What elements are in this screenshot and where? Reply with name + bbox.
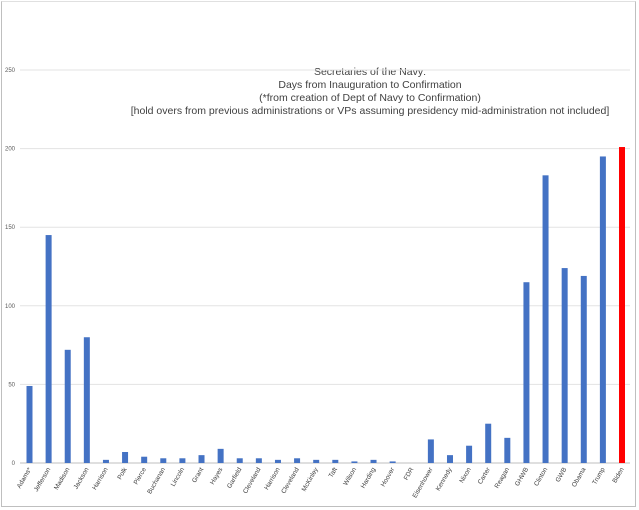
chart-title: Secretaries of the Navy: Days from Inaug… (130, 66, 610, 118)
bar (351, 461, 358, 463)
bar (64, 349, 71, 463)
x-tick-label: Kennedy (435, 466, 454, 492)
bar (274, 459, 281, 463)
bar (619, 147, 625, 463)
bar (485, 423, 492, 463)
bar (236, 458, 243, 463)
y-tick-label: 250 (5, 68, 16, 74)
x-tick-label: Buchanan (146, 466, 167, 495)
bar (83, 337, 90, 463)
x-tick-label: Adams* (16, 466, 34, 490)
x-tick-label: Pierce (133, 466, 148, 486)
bar (466, 445, 473, 463)
bar (179, 458, 186, 463)
x-tick-label: Taft (328, 466, 339, 479)
bar (504, 437, 511, 463)
y-tick-label: 100 (5, 304, 16, 310)
x-tick-label: Eisenhower (412, 466, 435, 500)
x-tick-label: Harding (360, 466, 378, 490)
x-tick-label: GHWB (514, 467, 530, 488)
bar (332, 459, 339, 463)
bar (122, 451, 129, 463)
x-tick-label: Harrison (91, 466, 110, 491)
x-tick-label: GWB (555, 467, 569, 484)
x-tick-label: McKinley (301, 466, 321, 493)
x-tick-label: Lincoln (170, 466, 187, 488)
x-tick-label: Cleveland (280, 466, 301, 495)
bar (446, 455, 453, 463)
x-tick-label: Jackson (73, 466, 91, 490)
y-tick-label: 0 (12, 461, 16, 467)
x-tick-label: Trump (591, 466, 607, 486)
x-tick-label: Reagan (494, 466, 512, 490)
title-line-4: [hold overs from previous administration… (130, 105, 610, 117)
y-tick-label: 50 (8, 382, 15, 388)
x-tick-label: Jefferson (33, 466, 53, 493)
x-tick-label: Nixon (458, 466, 473, 484)
x-tick-label: Biden (611, 466, 626, 484)
bar (389, 461, 396, 463)
x-tick-label: FDR (403, 466, 416, 481)
x-tick-label: Harrison (263, 466, 282, 491)
title-line-2: Days from Inauguration to Confirmation (278, 79, 462, 91)
bar (217, 448, 224, 463)
x-tick-label: Garfield (226, 466, 244, 490)
bar (26, 385, 33, 463)
bar (542, 175, 549, 463)
x-tick-label: Obama (571, 466, 588, 488)
bar (160, 458, 167, 463)
bar (102, 459, 109, 463)
y-tick-label: 150 (5, 225, 16, 231)
x-tick-label: Hoover (380, 466, 397, 488)
x-tick-label: Wilson (342, 466, 358, 487)
bar (523, 282, 530, 463)
bar (255, 458, 262, 463)
x-tick-label: Madison (53, 466, 72, 491)
bar (313, 459, 320, 463)
bar (599, 156, 606, 463)
x-tick-label: Hayes (209, 466, 225, 486)
bar (427, 439, 434, 463)
x-tick-label: Cleveland (242, 466, 263, 495)
x-tick-label: Clinton (533, 466, 549, 487)
bar (580, 275, 587, 463)
bar (370, 459, 377, 463)
y-tick-label: 200 (5, 147, 16, 153)
title-line-1: Secretaries of the Navy: (313, 66, 427, 78)
title-line-3: (*from creation of Dept of Navy to Confi… (259, 92, 481, 104)
x-tick-label: Carter (477, 466, 493, 486)
bar (141, 456, 148, 463)
bar (198, 455, 205, 463)
x-tick-label: Grant (191, 466, 205, 484)
bar (294, 458, 301, 463)
bar (45, 235, 52, 463)
x-tick-label: Polk (116, 466, 129, 481)
bar (561, 268, 568, 463)
